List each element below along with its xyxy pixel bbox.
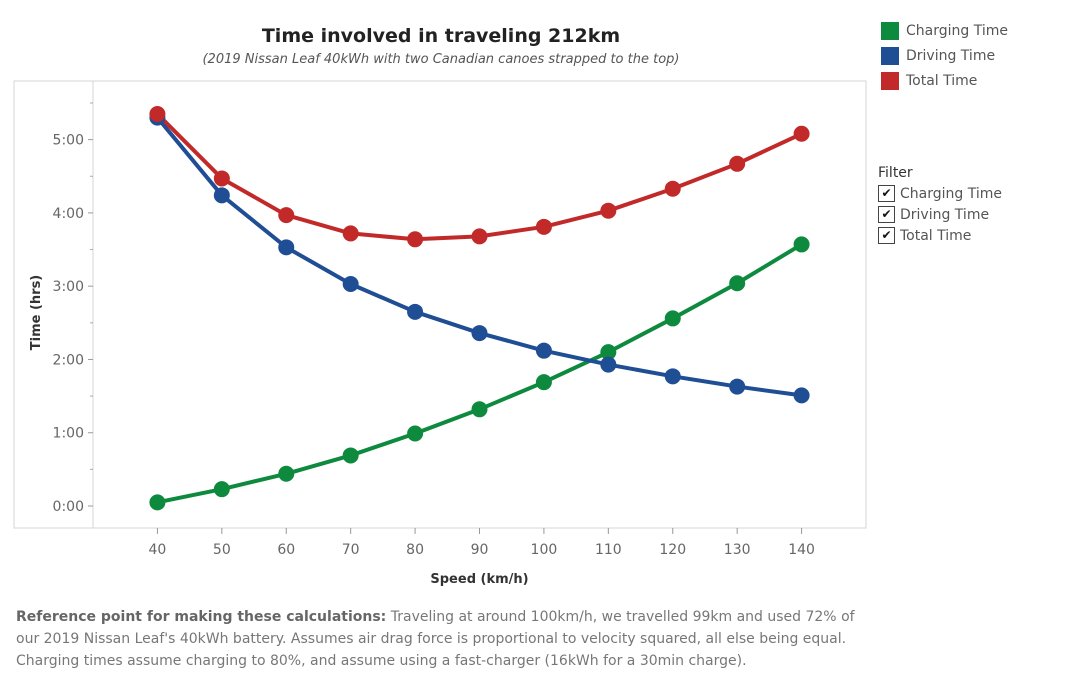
filter-item-driving-time[interactable]: ✔ Driving Time [878,204,1002,225]
data-point-total-time [793,125,810,142]
y-tick-label: 5:00 [53,133,84,149]
legend-item-driving-time[interactable]: Driving Time [881,43,1008,68]
data-point-total-time [729,155,746,172]
data-point-total-time [149,105,166,122]
x-tick-label: 60 [277,542,295,558]
data-point-driving-time [664,368,681,385]
legend-swatch-total-time [881,71,899,90]
filter-item-total-time[interactable]: ✔ Total Time [878,225,1002,246]
data-point-driving-time [213,187,230,204]
data-point-driving-time [278,239,295,256]
data-point-driving-time [471,325,488,342]
data-point-driving-time [342,275,359,292]
x-axis-label: Speed (km/h) [430,572,528,587]
data-point-charging-time [471,401,488,418]
y-tick-label: 2:00 [53,352,84,368]
charging-time-checkbox[interactable]: ✔ [878,185,895,202]
legend-label: Total Time [906,72,978,89]
data-point-total-time [664,180,681,197]
legend-item-total-time[interactable]: Total Time [881,68,1008,93]
data-point-charging-time [535,374,552,391]
data-point-total-time [342,225,359,242]
footnote-text: Traveling at around 100km/h, we travelle… [16,609,855,669]
data-point-total-time [278,207,295,224]
filter-title: Filter [878,165,913,181]
data-point-driving-time [729,378,746,395]
data-point-total-time [600,202,617,219]
data-point-charging-time [342,447,359,464]
data-point-charging-time [213,481,230,498]
data-point-total-time [213,170,230,187]
data-point-driving-time [407,303,424,320]
filter-label: Total Time [900,227,972,244]
legend-item-charging-time[interactable]: Charging Time [881,18,1008,43]
x-tick-label: 50 [213,542,231,558]
y-tick-label: 1:00 [53,426,84,442]
filter-item-charging-time[interactable]: ✔ Charging Time [878,183,1002,204]
data-point-charging-time [664,310,681,327]
series-line-driving-time [155,115,804,398]
chart-subtitle: (2019 Nissan Leaf 40kWh with two Canadia… [202,52,680,67]
x-tick-label: 70 [342,542,360,558]
plot-frame [13,80,867,529]
driving-time-checkbox[interactable]: ✔ [878,206,895,223]
filter-label: Driving Time [900,206,990,223]
data-point-total-time [471,228,488,245]
legend-label: Driving Time [906,47,996,64]
legend-label: Charging Time [906,22,1008,39]
y-axis-label: Time (hrs) [29,275,44,351]
x-tick-label: 80 [406,542,424,558]
footnote: Reference point for making these calcula… [16,606,856,672]
x-tick-label: 100 [531,542,558,558]
data-point-charging-time [793,236,810,253]
legend-swatch-charging-time [881,21,899,40]
data-point-driving-time [600,356,617,373]
data-point-charging-time [149,494,166,511]
x-tick-label: 40 [149,542,167,558]
data-point-charging-time [407,425,424,442]
legend: Charging Time Driving Time Total Time [881,18,1008,93]
chart-title: Time involved in traveling 212km [261,25,621,47]
data-point-total-time [407,231,424,248]
x-tick-label: 110 [595,542,622,558]
series-line-charging-time [155,242,804,505]
legend-swatch-driving-time [881,46,899,65]
y-tick-label: 0:00 [53,499,84,515]
x-tick-label: 90 [471,542,489,558]
data-point-charging-time [600,344,617,361]
data-point-driving-time [535,342,552,359]
y-tick-label: 4:00 [53,206,84,222]
x-tick-label: 140 [788,542,815,558]
data-point-total-time [535,218,552,235]
data-point-driving-time [793,387,810,404]
data-point-charging-time [278,465,295,482]
data-point-charging-time [729,275,746,292]
x-tick-label: 130 [724,542,751,558]
total-time-checkbox[interactable]: ✔ [878,227,895,244]
x-tick-label: 120 [659,542,686,558]
y-tick-label: 3:00 [53,279,84,295]
footnote-bold: Reference point for making these calcula… [16,609,387,625]
filter-label: Charging Time [900,185,1002,202]
filter-panel: Filter ✔ Charging Time ✔ Driving Time ✔ … [878,165,1002,246]
